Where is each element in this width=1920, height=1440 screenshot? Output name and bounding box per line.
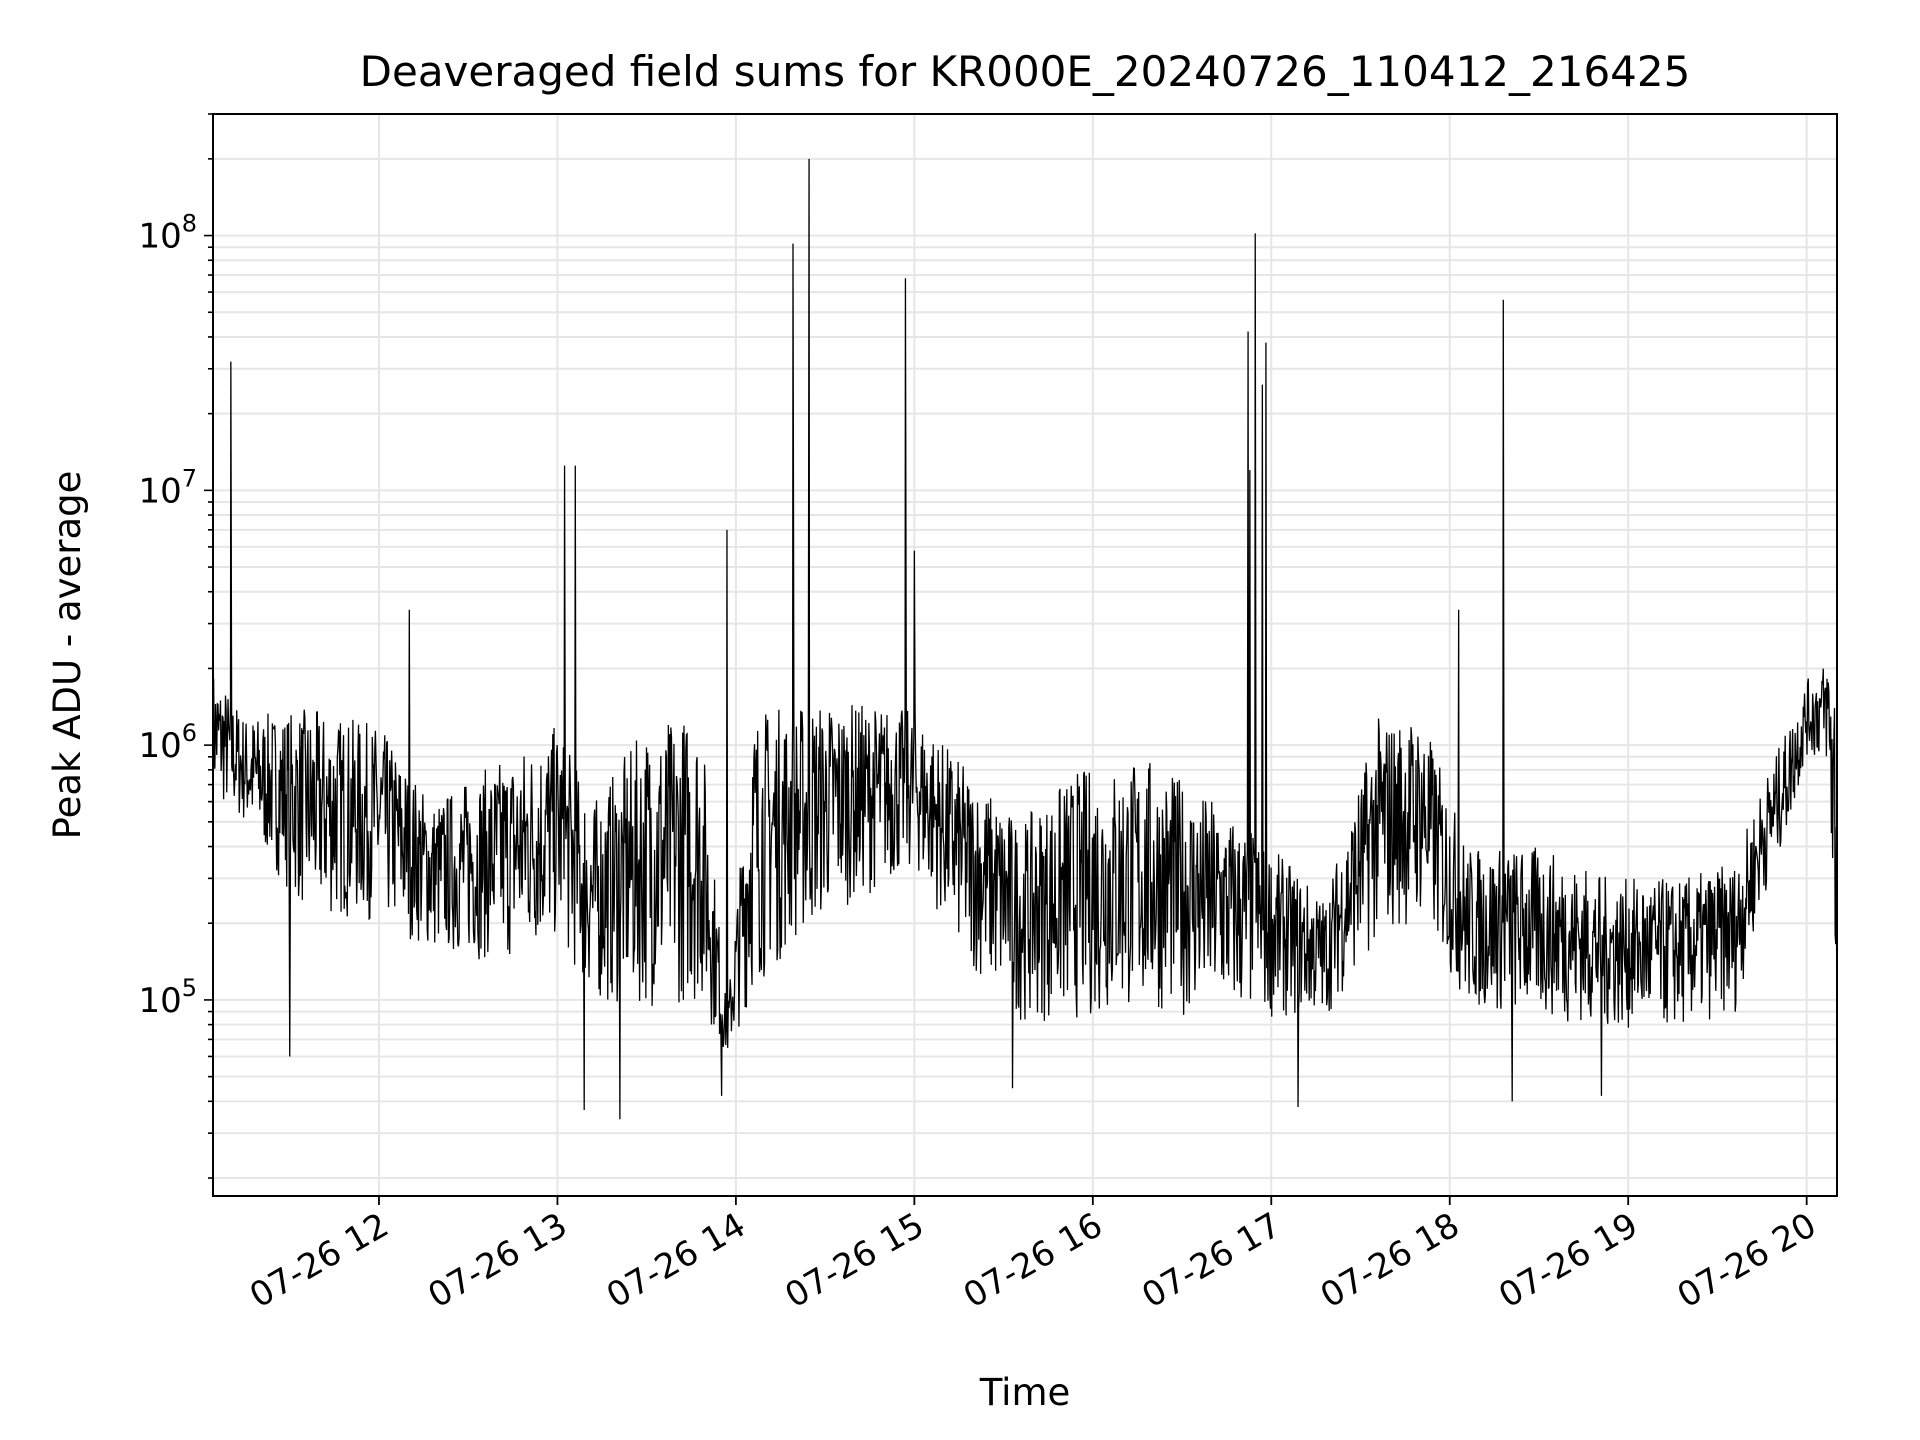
y-tick-label: 106 [138,719,197,766]
chart-title: Deaveraged field sums for KR000E_2024072… [360,47,1691,96]
data-series [212,158,1838,1154]
y-axis-ticks: 105 106 107 108 [138,113,213,1179]
series-line [212,158,1838,1154]
y-tick-label: 105 [138,974,197,1021]
y-axis-label: Peak ADU - average [46,471,89,840]
y-tick-label: 107 [138,464,197,511]
plot-frame [212,113,1838,1197]
y-tick-label: 108 [138,210,197,257]
x-axis-label: Time [979,1371,1071,1414]
